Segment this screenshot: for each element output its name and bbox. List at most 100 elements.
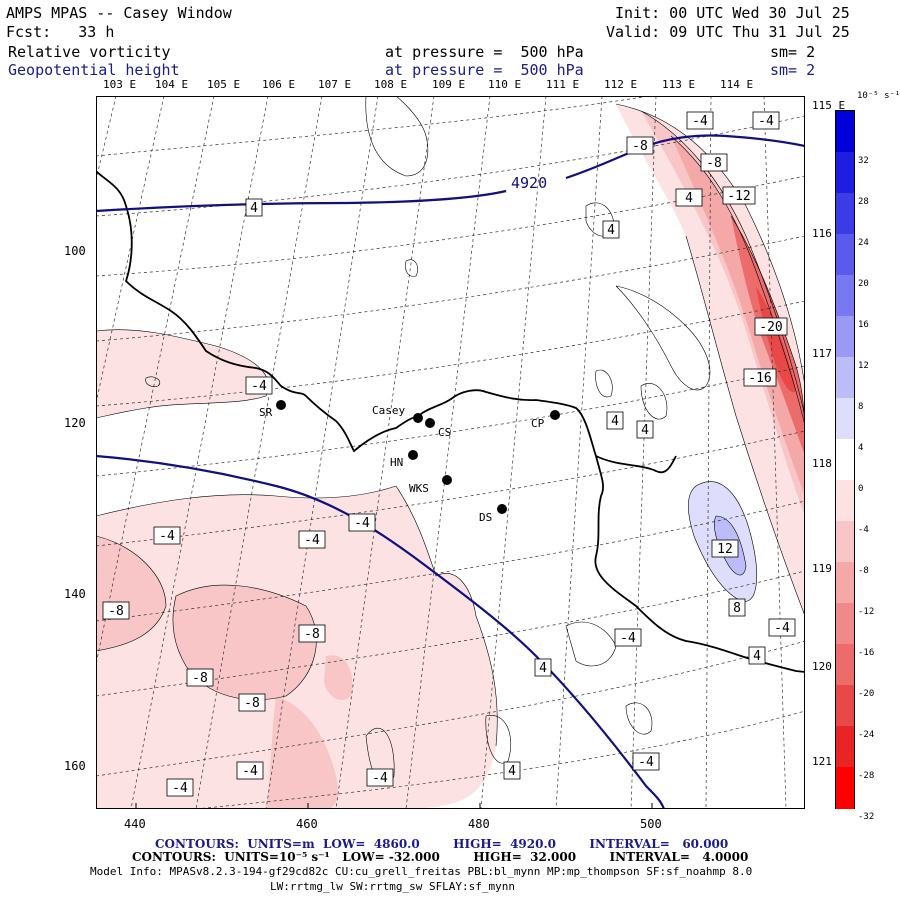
x-tick-label: 480	[468, 817, 490, 831]
svg-text:Casey: Casey	[372, 404, 405, 417]
y-tick-label: 100	[64, 244, 86, 258]
x-tick-label: 460	[296, 817, 318, 831]
station-hn: HN	[390, 450, 418, 469]
field1-name: Relative vorticity	[8, 43, 171, 61]
x-tick-label: 440	[124, 817, 146, 831]
svg-text:-4: -4	[242, 764, 258, 779]
svg-text:-4: -4	[172, 781, 188, 796]
lon-label: 103 E	[103, 78, 137, 91]
vorticity-label: 4	[245, 198, 263, 217]
svg-text:-8: -8	[706, 156, 722, 171]
vorticity-label: -8	[298, 624, 326, 643]
colorbar-segment	[836, 234, 854, 276]
station-sr: SR	[259, 400, 286, 419]
lon-label: 111 E	[546, 78, 580, 91]
svg-text:-8: -8	[192, 671, 208, 686]
vorticity-label: -16	[743, 368, 777, 387]
vorticity-negative-shading-east	[616, 104, 805, 616]
colorbar-label: 16	[858, 319, 869, 330]
colorbar-segment	[836, 316, 854, 358]
lon-label: 110 E	[488, 78, 522, 91]
vorticity-negative-shading-west	[96, 329, 498, 809]
svg-text:SR: SR	[259, 406, 273, 419]
colorbar-segment	[836, 357, 854, 399]
lon-label: 113 E	[662, 78, 696, 91]
svg-text:4: 4	[250, 201, 258, 216]
vorticity-label: -4	[245, 376, 273, 395]
y-tick-label: 120	[64, 416, 86, 430]
svg-text:-4: -4	[304, 533, 320, 548]
colorbar-segment	[836, 275, 854, 317]
colorbar-segment	[836, 685, 854, 727]
colorbar-segment	[836, 111, 854, 153]
x-tick-label: 500	[640, 817, 662, 831]
svg-text:-4: -4	[758, 114, 774, 129]
colorbar-label: 24	[858, 237, 869, 248]
lon-label: 106 E	[262, 78, 296, 91]
geopotential-height-contours	[96, 134, 805, 809]
svg-text:-4: -4	[354, 516, 370, 531]
svg-text:CS: CS	[438, 426, 451, 439]
svg-text:4: 4	[685, 191, 693, 206]
lon-label: 109 E	[432, 78, 466, 91]
field2-name: Geopotential height	[8, 61, 180, 79]
vorticity-contour-info: CONTOURS: UNITS=10⁻⁵ s⁻¹ LOW= -32.000 HI…	[132, 850, 749, 864]
lon-label: 105 E	[207, 78, 241, 91]
vorticity-label: -4	[166, 778, 194, 797]
vorticity-label: 4	[606, 411, 624, 430]
vorticity-label: -4	[153, 526, 181, 545]
colorbar-segment	[836, 398, 854, 440]
map-plot: 4920 -4 -4 -8 -8 -12 4 4 4 -4 -20 -16 4 …	[96, 96, 805, 809]
colorbar-label: -4	[858, 524, 869, 535]
colorbar-segment	[836, 193, 854, 235]
svg-text:8: 8	[733, 601, 741, 616]
colorbar-label: 8	[858, 401, 864, 412]
vorticity-label: -20	[754, 317, 788, 336]
field2-level: at pressure = 500 hPa	[385, 61, 584, 79]
vorticity-label: -4	[348, 513, 376, 532]
svg-text:4: 4	[539, 661, 547, 676]
svg-text:4: 4	[607, 223, 615, 238]
svg-text:-8: -8	[304, 627, 320, 642]
colorbar-label: -8	[858, 565, 869, 576]
svg-text:4: 4	[641, 423, 649, 438]
vorticity-label: 4	[675, 188, 703, 207]
vorticity-label: 4	[636, 420, 654, 439]
colorbar-segment	[836, 726, 854, 768]
vorticity-label: -4	[366, 768, 394, 787]
svg-text:4: 4	[508, 764, 516, 779]
svg-text:CP: CP	[531, 417, 545, 430]
svg-text:-4: -4	[126, 591, 128, 593]
colorbar-segment	[836, 603, 854, 645]
colorbar-label: -12	[858, 606, 875, 617]
svg-text:-4: -4	[372, 771, 388, 786]
vorticity-label: -4	[768, 618, 796, 637]
lon-label: 112 E	[604, 78, 638, 91]
station-cp: CP	[531, 410, 560, 430]
vorticity-label: -4	[752, 111, 780, 130]
colorbar-segment	[836, 644, 854, 686]
vorticity-label: -12	[722, 186, 756, 205]
vorticity-label: -4	[126, 591, 128, 593]
vorticity-label: 4	[602, 220, 620, 239]
svg-text:-8: -8	[108, 604, 124, 619]
height-contour-info: CONTOURS: UNITS=m LOW= 4860.0 HIGH= 4920…	[155, 837, 729, 851]
vorticity-label: 12	[711, 539, 739, 558]
lon-label: 107 E	[318, 78, 352, 91]
model-info: Model Info: MPASv8.2.3-194-gf29cd82c CU:…	[90, 865, 753, 878]
vorticity-label: -8	[626, 136, 654, 155]
vorticity-label: -4	[686, 111, 714, 130]
svg-text:-4: -4	[620, 631, 636, 646]
svg-text:HN: HN	[390, 456, 403, 469]
svg-text:12: 12	[717, 542, 733, 557]
station-cs: CS	[425, 418, 451, 439]
colorbar-segment	[836, 439, 854, 481]
lon-label: 104 E	[155, 78, 189, 91]
y-tick-label: 140	[64, 587, 86, 601]
vorticity-label: -4	[236, 761, 264, 780]
colorbar-label: -16	[858, 647, 875, 658]
colorbar-label: 12	[858, 360, 869, 371]
svg-text:DS: DS	[479, 511, 492, 524]
model-info-physics: LW:rrtmg_lw SW:rrtmg_sw SFLAY:sf_mynn	[270, 880, 516, 893]
station-ds: DS	[479, 504, 507, 524]
